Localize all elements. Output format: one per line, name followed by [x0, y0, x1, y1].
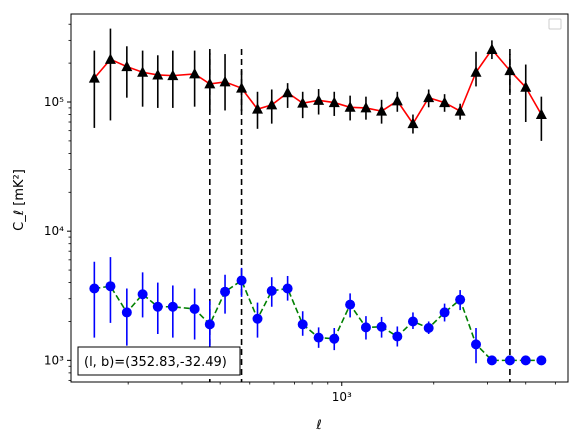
circle-marker: [376, 321, 387, 332]
circle-marker: [423, 323, 434, 334]
circle-marker: [439, 307, 450, 318]
circle-marker: [236, 275, 247, 286]
y-tick-label: 10⁴: [44, 224, 64, 238]
triangle-marker: [407, 117, 419, 129]
triangle-marker: [236, 82, 248, 93]
triangle-marker: [376, 105, 388, 116]
plot-area: [70, 13, 569, 383]
legend-box: [548, 18, 562, 30]
triangle-marker: [454, 105, 466, 116]
triangle-marker: [121, 60, 133, 72]
y-tick-label: 10⁵: [44, 95, 64, 109]
circle-marker: [313, 332, 324, 343]
triangle-marker: [152, 68, 164, 80]
circle-marker: [297, 319, 308, 330]
y-axis-label: C_ℓ [mK²]: [12, 169, 27, 231]
triangle-marker: [189, 67, 201, 79]
major-ticks: 10³ 10³ 10⁴ 10⁵: [44, 95, 352, 404]
circle-marker: [455, 294, 466, 305]
triangle-marker: [219, 75, 231, 87]
triangle-marker: [360, 101, 372, 113]
triangle-marker: [439, 96, 451, 108]
triangle-marker: [328, 96, 340, 108]
triangle-marker: [137, 66, 149, 77]
circle-marker: [471, 339, 482, 350]
y-tick-label: 10³: [44, 353, 64, 367]
triangle-marker: [297, 97, 309, 108]
circle-marker: [252, 313, 263, 324]
triangle-marker: [252, 103, 264, 114]
circle-marker: [329, 333, 340, 344]
series-circles: [89, 257, 547, 366]
triangle-marker: [167, 69, 179, 81]
x-tick-label: 10³: [332, 390, 352, 404]
triangle-marker: [470, 66, 482, 77]
triangle-marker: [486, 43, 498, 54]
triangle-marker: [204, 77, 216, 89]
circle-marker: [504, 355, 515, 366]
annotation-box: (l, b)=(352.83,-32.49): [77, 346, 241, 376]
circle-marker: [89, 283, 100, 294]
triangle-marker: [520, 81, 532, 92]
triangle-marker: [313, 94, 325, 105]
circle-marker: [204, 319, 215, 330]
triangle-marker: [535, 108, 547, 120]
circle-marker: [137, 289, 148, 300]
circle-marker: [345, 299, 356, 310]
triangle-marker: [266, 98, 278, 110]
circle-marker: [189, 303, 200, 314]
triangle-marker: [104, 53, 116, 64]
circle-marker: [220, 286, 231, 297]
triangle-marker: [504, 64, 516, 76]
triangle-marker: [344, 101, 356, 112]
circle-marker: [392, 331, 403, 342]
circle-marker: [360, 322, 371, 333]
circle-marker: [266, 285, 277, 296]
triangle-marker: [391, 94, 403, 106]
circle-marker: [167, 301, 178, 312]
triangle-marker: [282, 86, 294, 98]
triangle-marker: [88, 72, 100, 83]
circle-marker: [536, 355, 547, 366]
annotation-text: (l, b)=(352.83,-32.49): [84, 355, 227, 370]
circle-marker: [407, 316, 418, 327]
x-axis-label: ℓ: [315, 418, 321, 433]
circle-marker: [105, 281, 116, 292]
circle-marker: [282, 283, 293, 294]
circle-marker: [121, 307, 132, 318]
minor-ticks: [68, 23, 556, 385]
series-triangles: [88, 28, 547, 141]
circle-marker: [152, 301, 163, 312]
circle-marker: [486, 355, 497, 366]
circle-marker: [520, 355, 531, 366]
triangle-marker: [423, 91, 435, 103]
